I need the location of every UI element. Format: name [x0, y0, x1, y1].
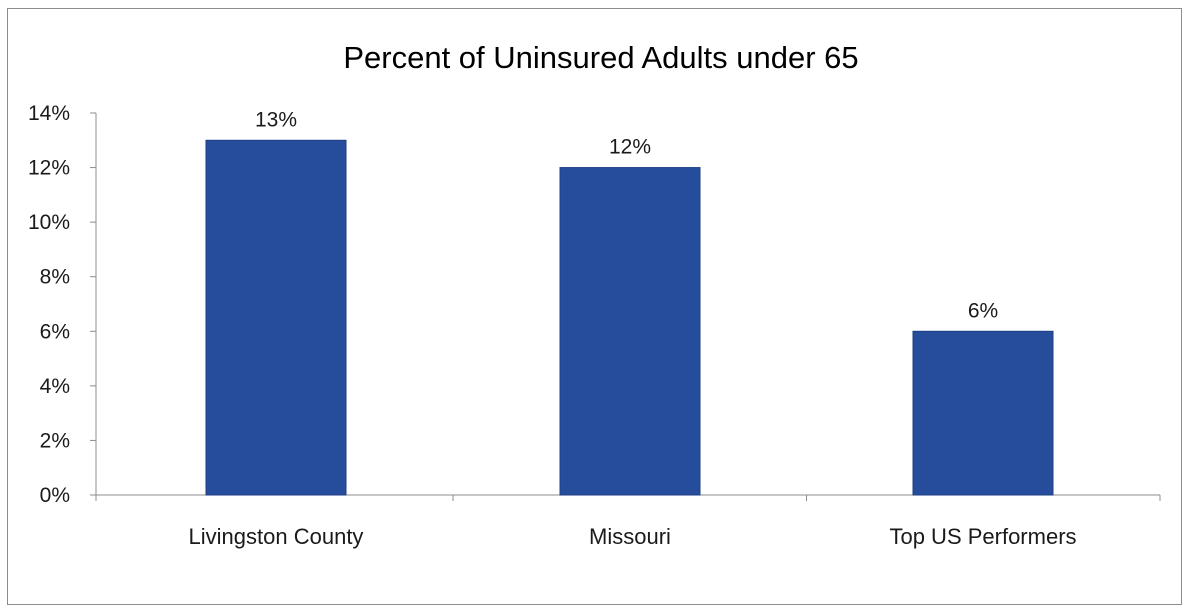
y-tick-label: 6%: [40, 320, 70, 343]
data-label: 13%: [255, 108, 297, 131]
category-label: Missouri: [589, 524, 671, 549]
bars: [205, 139, 1054, 496]
bar: [205, 139, 347, 496]
data-labels: 13% 12% 6%: [255, 108, 998, 322]
category-label: Livingston County: [189, 524, 364, 549]
category-label: Top US Performers: [889, 524, 1076, 549]
data-label: 6%: [968, 299, 998, 322]
y-tick-label: 0%: [40, 484, 70, 507]
y-tick-label: 8%: [40, 266, 70, 289]
category-labels: Livingston County Missouri Top US Performe…: [189, 524, 1077, 549]
y-tick-label: 12%: [28, 157, 70, 180]
bar: [912, 330, 1054, 496]
bar: [559, 167, 701, 496]
y-tick-label: 14%: [28, 102, 70, 125]
data-label: 12%: [609, 136, 651, 159]
y-tick-label: 2%: [40, 429, 70, 452]
y-tick-labels: 0% 2% 4% 6% 8% 10% 12% 14%: [28, 102, 70, 507]
chart-title: Percent of Uninsured Adults under 65: [343, 40, 858, 75]
y-tick-label: 4%: [40, 375, 70, 398]
y-tick-label: 10%: [28, 211, 70, 234]
